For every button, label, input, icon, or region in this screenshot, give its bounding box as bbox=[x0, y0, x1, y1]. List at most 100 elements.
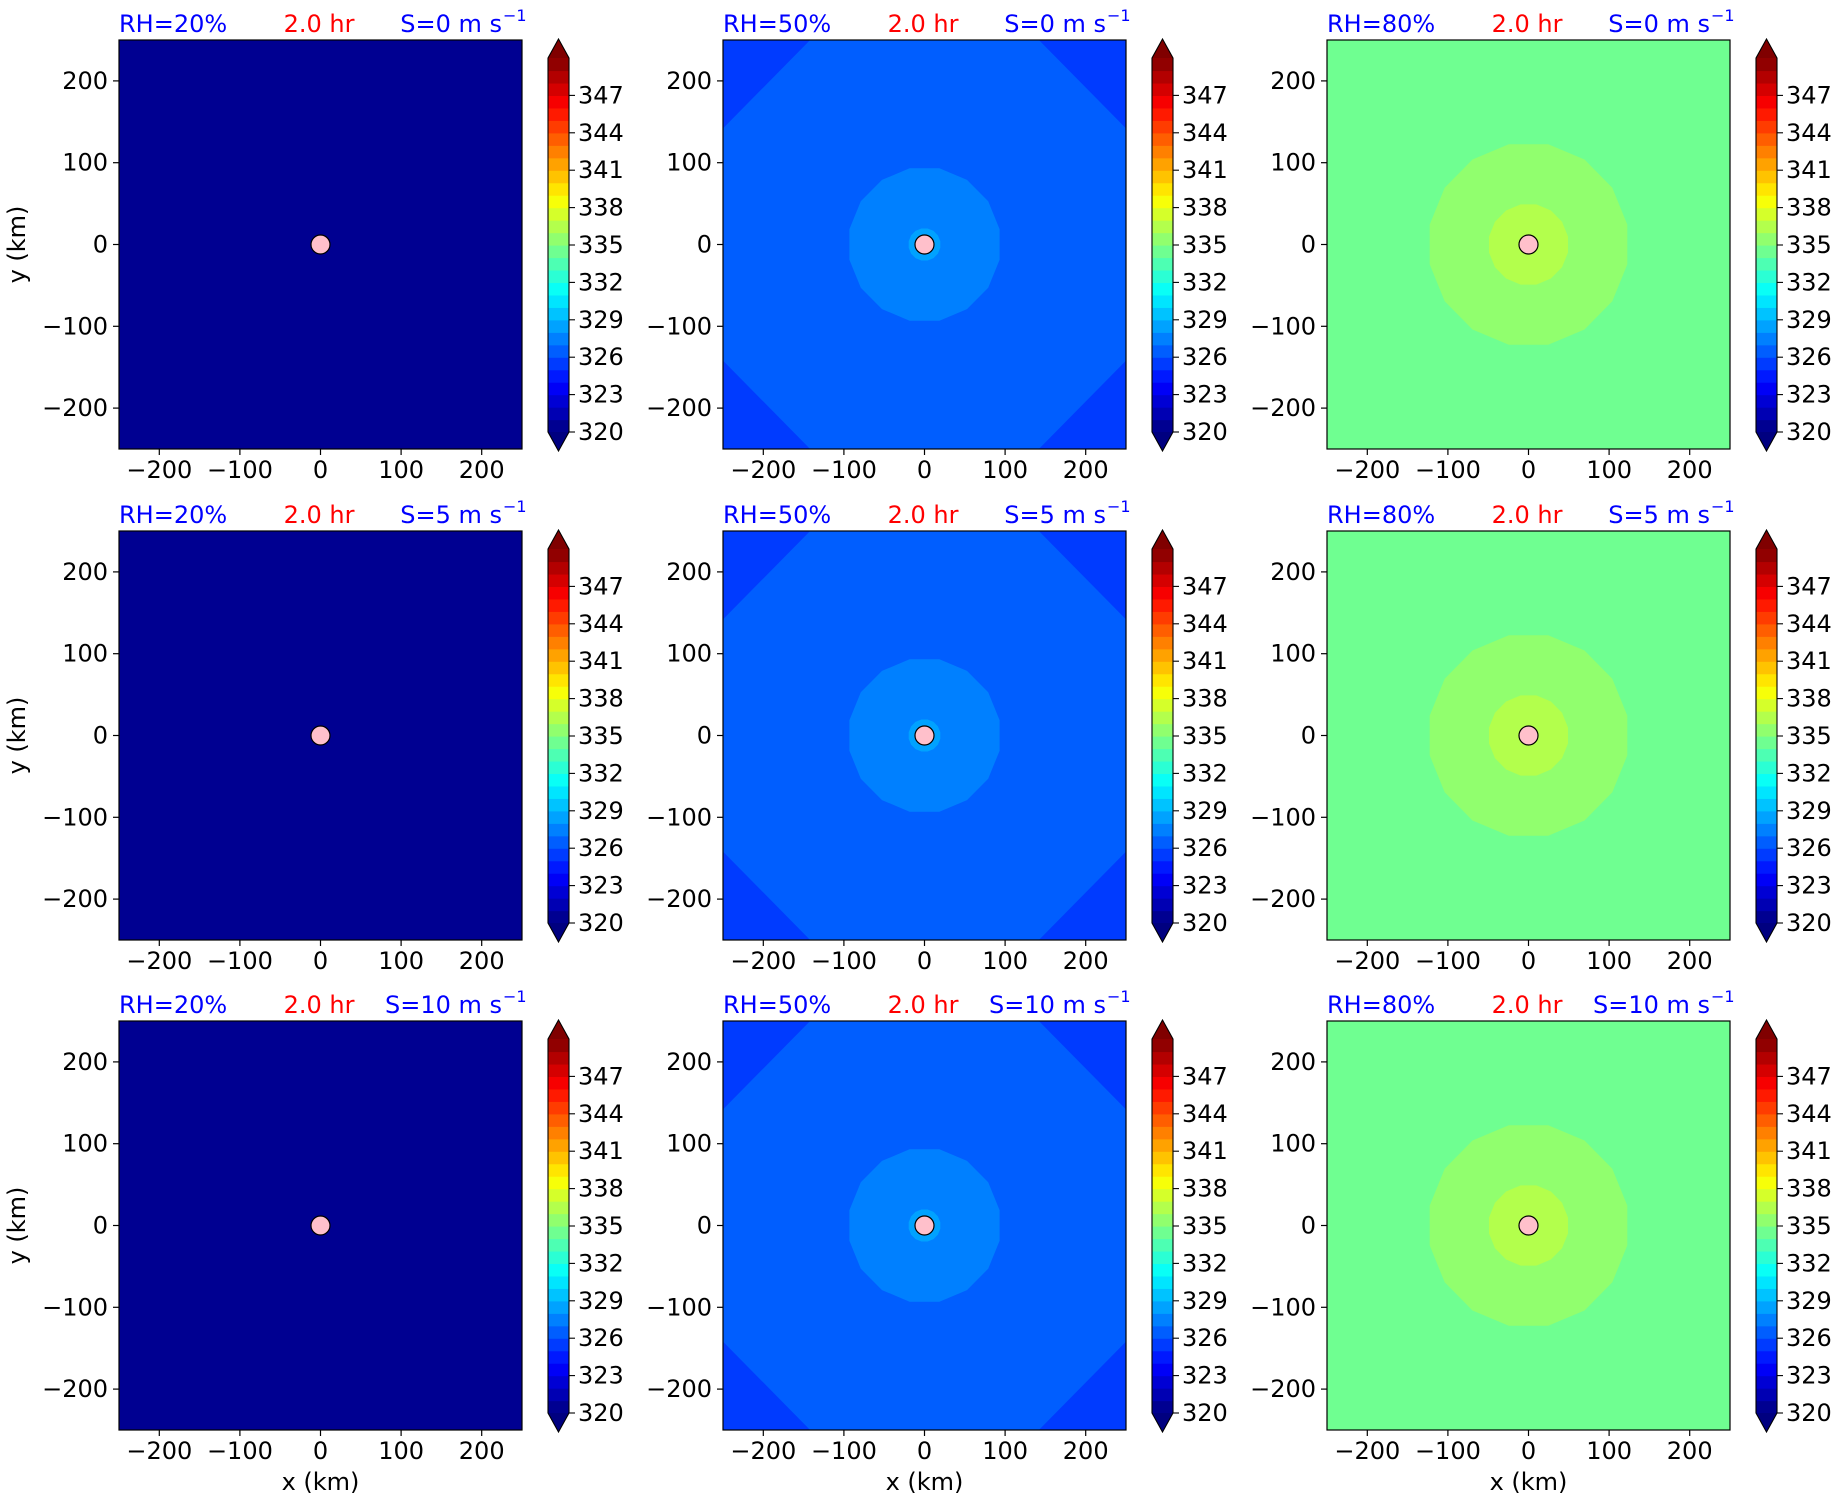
colorbar-level bbox=[548, 157, 569, 171]
colorbar-level bbox=[1152, 294, 1173, 308]
colorbar-level bbox=[548, 1201, 569, 1215]
colorbar-level bbox=[1756, 282, 1777, 296]
colorbar-tick-label: 338 bbox=[1182, 194, 1228, 222]
colorbar-level bbox=[1152, 95, 1173, 109]
colorbar-level bbox=[548, 561, 569, 575]
colorbar-level bbox=[548, 1063, 569, 1077]
y-tick-label: 0 bbox=[697, 231, 712, 259]
x-tick-label: −200 bbox=[1334, 1437, 1400, 1465]
colorbar-level bbox=[1152, 145, 1173, 159]
colorbar-level bbox=[1152, 1250, 1173, 1264]
rh-label: RH=50% bbox=[723, 501, 831, 529]
colorbar-level bbox=[1152, 785, 1173, 799]
colorbar-level bbox=[1152, 1263, 1173, 1277]
colorbar-level bbox=[548, 1226, 569, 1240]
y-tick-label: 100 bbox=[62, 640, 108, 668]
y-tick-label: −200 bbox=[42, 885, 108, 913]
time-label: 2.0 hr bbox=[1492, 991, 1563, 1019]
colorbar-tick-label: 332 bbox=[1786, 1249, 1832, 1277]
colorbar-level bbox=[548, 1076, 569, 1090]
colorbar-level bbox=[1756, 573, 1777, 587]
colorbar-level bbox=[1756, 885, 1777, 899]
colorbar-level bbox=[548, 835, 569, 849]
colorbar-level bbox=[1756, 1400, 1777, 1414]
x-tick-label: −200 bbox=[1334, 947, 1400, 975]
colorbar-level bbox=[548, 307, 569, 321]
colorbar-level bbox=[1152, 282, 1173, 296]
y-tick-label: −100 bbox=[646, 1293, 712, 1321]
colorbar-tick-label: 332 bbox=[1786, 268, 1832, 296]
colorbar-level bbox=[548, 120, 569, 134]
colorbar-level bbox=[548, 70, 569, 84]
colorbar-level bbox=[548, 1126, 569, 1140]
shear-label-superscript: −1 bbox=[1711, 497, 1735, 516]
colorbar-level bbox=[548, 1051, 569, 1065]
colorbar-level bbox=[1152, 419, 1173, 433]
rh-label: RH=80% bbox=[1327, 501, 1435, 529]
colorbar-tick-label: 326 bbox=[1182, 1324, 1228, 1352]
colorbar-level bbox=[1152, 407, 1173, 421]
colorbar-tick-label: 326 bbox=[1786, 834, 1832, 862]
x-tick-label: 0 bbox=[1521, 1437, 1536, 1465]
colorbar-level bbox=[1756, 1238, 1777, 1252]
colorbar-level bbox=[1756, 182, 1777, 196]
shear-label-superscript: −1 bbox=[1711, 6, 1735, 25]
colorbar-tick-label: 320 bbox=[1786, 1399, 1832, 1427]
colorbar-level bbox=[1756, 723, 1777, 737]
colorbar-level bbox=[1756, 1350, 1777, 1364]
colorbar-level bbox=[548, 1238, 569, 1252]
y-tick-label: −200 bbox=[1250, 1375, 1316, 1403]
colorbar-level bbox=[1152, 898, 1173, 912]
colorbar-tick-label: 323 bbox=[1786, 381, 1832, 409]
colorbar-level bbox=[1756, 636, 1777, 650]
rh-label: RH=80% bbox=[1327, 10, 1435, 38]
colorbar-level bbox=[548, 723, 569, 737]
colorbar-level bbox=[548, 698, 569, 712]
colorbar-level bbox=[548, 195, 569, 209]
x-tick-label: 200 bbox=[1063, 947, 1109, 975]
colorbar-tick-label: 332 bbox=[1786, 759, 1832, 787]
colorbar-level bbox=[548, 549, 569, 563]
colorbar-level bbox=[548, 686, 569, 700]
colorbar-level bbox=[1756, 810, 1777, 824]
colorbar-tick-label: 347 bbox=[1182, 81, 1228, 109]
x-tick-label: 100 bbox=[378, 947, 424, 975]
x-tick-label: 0 bbox=[917, 456, 932, 484]
x-tick-label: 200 bbox=[459, 456, 505, 484]
x-tick-label: 0 bbox=[313, 947, 328, 975]
colorbar-level bbox=[1152, 245, 1173, 259]
colorbar-level bbox=[548, 394, 569, 408]
colorbar-level bbox=[548, 798, 569, 812]
colorbar-level bbox=[1152, 1338, 1173, 1352]
colorbar-level bbox=[1152, 1039, 1173, 1053]
colorbar-level bbox=[548, 1039, 569, 1053]
shear-label: S=5 m s bbox=[400, 501, 502, 529]
y-tick-label: 100 bbox=[1270, 149, 1316, 177]
colorbar-level bbox=[1152, 810, 1173, 824]
colorbar-level bbox=[1152, 1051, 1173, 1065]
colorbar-level bbox=[1756, 58, 1777, 72]
colorbar-level bbox=[1152, 835, 1173, 849]
colorbar-level bbox=[1756, 785, 1777, 799]
colorbar-level bbox=[548, 810, 569, 824]
colorbar-tick-label: 320 bbox=[1182, 1399, 1228, 1427]
colorbar-level bbox=[1756, 686, 1777, 700]
colorbar-level bbox=[1756, 623, 1777, 637]
colorbar-level bbox=[1152, 549, 1173, 563]
shear-label-superscript: −1 bbox=[503, 6, 527, 25]
rh-label: RH=20% bbox=[119, 10, 227, 38]
colorbar-level bbox=[1152, 1101, 1173, 1115]
colorbar-tick-label: 341 bbox=[578, 156, 624, 184]
colorbar-level bbox=[548, 673, 569, 687]
x-axis-label: x (km) bbox=[282, 1468, 360, 1496]
colorbar-level bbox=[548, 611, 569, 625]
colorbar-level bbox=[548, 1188, 569, 1202]
time-label: 2.0 hr bbox=[888, 501, 959, 529]
x-tick-label: 100 bbox=[378, 456, 424, 484]
colorbar-level bbox=[548, 898, 569, 912]
x-tick-label: −100 bbox=[1415, 456, 1481, 484]
colorbar-tick-label: 323 bbox=[578, 872, 624, 900]
colorbar-level bbox=[548, 245, 569, 259]
colorbar-level bbox=[548, 95, 569, 109]
colorbar: 320 323 326 329 332 335 338 341 344 347 bbox=[1151, 1018, 1228, 1434]
